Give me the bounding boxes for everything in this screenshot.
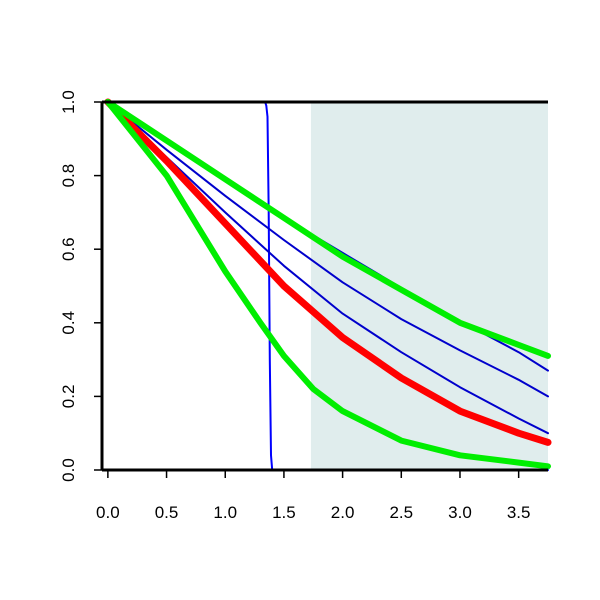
x-tick-label: 0.0 (96, 503, 120, 522)
series-line-6 (104, 99, 551, 359)
x-tick-label: 2.0 (331, 503, 355, 522)
y-tick-label: 0.6 (59, 237, 78, 261)
shaded-region (310, 102, 548, 470)
shaded-region-layer (310, 102, 548, 470)
x-tick-label: 2.5 (389, 503, 413, 522)
series-layer (104, 98, 552, 471)
series-line-5 (104, 98, 552, 446)
y-tick-label: 0.4 (59, 311, 78, 335)
y-tick-label: 0.2 (59, 385, 78, 409)
axes-layer: 0.0 0.5 1.0 1.5 2.0 2.5 3.0 3.5 0.0 0.2 0.4 0.6 0.8 1… (59, 90, 548, 522)
x-tick-label: 0.5 (155, 503, 179, 522)
x-tick-label: 1.0 (213, 503, 237, 522)
series-line-2 (106, 101, 549, 435)
y-tick-label: 1.0 (59, 90, 78, 114)
x-tick-label: 1.5 (272, 503, 296, 522)
y-tick-label: 0.0 (59, 458, 78, 482)
y-tick-label: 0.8 (59, 164, 78, 188)
x-tick-label: 3.5 (507, 503, 531, 522)
series-line-7 (104, 99, 551, 470)
series-line-4 (106, 101, 549, 398)
x-tick-label: 3.0 (448, 503, 472, 522)
